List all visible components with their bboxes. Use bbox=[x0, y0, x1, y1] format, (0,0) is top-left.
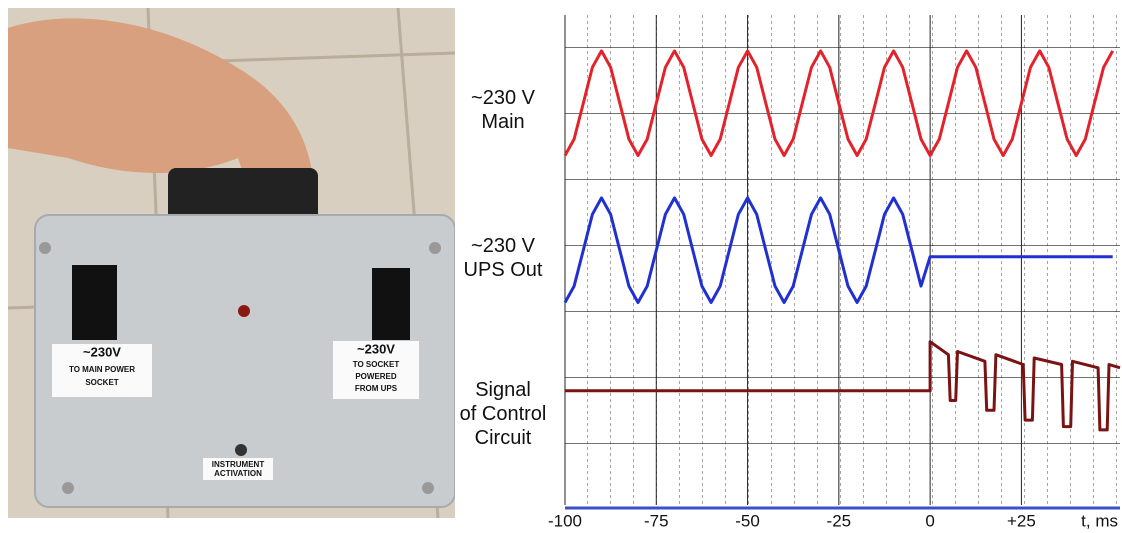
hand bbox=[8, 18, 313, 218]
sticker-text: POWERED bbox=[355, 372, 397, 381]
sticker-text: INSTRUMENT bbox=[212, 460, 265, 469]
screw bbox=[39, 242, 51, 254]
x-tick-label: -25 bbox=[827, 511, 852, 530]
screw bbox=[429, 242, 441, 254]
socket-in bbox=[72, 265, 117, 340]
sticker-text: TO MAIN POWER bbox=[69, 365, 135, 374]
x-tick-label: 0 bbox=[925, 511, 934, 530]
series-label: Signal of Control Circuit bbox=[459, 379, 547, 449]
x-tick-label: -75 bbox=[644, 511, 669, 530]
x-axis-label: t, ms bbox=[1081, 511, 1118, 530]
series-line bbox=[563, 49, 1115, 157]
screw bbox=[422, 482, 434, 494]
series-line bbox=[563, 196, 1113, 304]
series-label: ~230 V UPS Out bbox=[463, 235, 543, 281]
series-line bbox=[565, 340, 1121, 432]
series-label: ~230 V Main bbox=[471, 87, 535, 133]
socket-out bbox=[372, 268, 410, 340]
indicator-led bbox=[238, 305, 250, 317]
screw bbox=[62, 482, 74, 494]
sticker-text: FROM UPS bbox=[355, 384, 398, 393]
x-tick-label: -50 bbox=[735, 511, 760, 530]
switch bbox=[235, 444, 247, 456]
sticker bbox=[203, 458, 273, 480]
handle bbox=[168, 168, 318, 223]
sticker bbox=[52, 344, 152, 397]
x-tick-label: +25 bbox=[1007, 511, 1036, 530]
x-tick-label: -100 bbox=[548, 511, 582, 530]
sticker bbox=[333, 341, 419, 399]
sticker-text: ACTIVATION bbox=[214, 469, 262, 478]
sticker-text: ~230V bbox=[83, 344, 121, 359]
sticker-text: TO SOCKET bbox=[353, 360, 400, 369]
sticker-text: ~230V bbox=[357, 341, 395, 356]
device-photo: ~230V TO MAIN POWER SOCKET ~230V TO SOCK… bbox=[8, 8, 455, 518]
enclosure bbox=[34, 214, 455, 508]
sticker-text: SOCKET bbox=[85, 378, 118, 387]
